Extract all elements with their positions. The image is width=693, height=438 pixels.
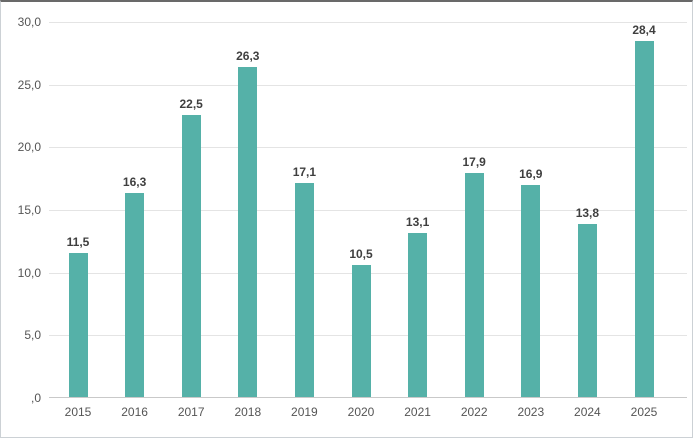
bar xyxy=(68,252,88,397)
bar xyxy=(634,41,654,397)
gridline xyxy=(49,210,687,211)
bar-value-label: 13,8 xyxy=(575,206,600,221)
bar-value-label: 17,9 xyxy=(462,154,486,169)
bar-value-label: 16,3 xyxy=(122,174,147,189)
x-axis-tick-label: 2017 xyxy=(177,405,205,419)
bar-value-label: 26,3 xyxy=(236,49,260,64)
bar-value-label: 13,1 xyxy=(405,214,430,229)
bar-value-label: 22,5 xyxy=(179,97,203,111)
y-axis-tick-label: 20,0 xyxy=(17,140,41,155)
gridline xyxy=(49,22,687,23)
x-axis-tick-label: 2021 xyxy=(404,405,431,419)
x-axis-tick-label: 2025 xyxy=(630,405,658,419)
plot-area: 11,5 16,3 22,5 26,3 17,1 10,5 13,1 17,9 16,9 13,8… xyxy=(49,22,687,398)
x-axis-tick-label: 2019 xyxy=(291,405,318,419)
y-axis-tick-label: 15,0 xyxy=(17,203,41,217)
bar xyxy=(125,192,145,397)
x-axis-tick-label: 2016 xyxy=(121,405,148,419)
bar xyxy=(238,67,258,397)
bar xyxy=(181,115,201,397)
bar-value-label: 10,5 xyxy=(349,247,373,262)
bar xyxy=(577,224,597,397)
x-axis-tick-label: 2018 xyxy=(234,405,262,419)
x-axis-tick-label: 2023 xyxy=(517,405,545,419)
bar xyxy=(294,182,314,397)
bar-value-label: 28,4 xyxy=(632,23,656,38)
y-axis-tick-label: ,0 xyxy=(30,391,41,405)
bar xyxy=(408,232,428,397)
bar-value-label: 11,5 xyxy=(66,234,90,249)
gridline xyxy=(49,84,687,86)
y-axis-tick-label: 10,0 xyxy=(17,265,41,280)
x-axis-tick-label: 2022 xyxy=(460,405,488,419)
bar xyxy=(521,185,541,397)
bar-value-label: 17,1 xyxy=(292,164,317,179)
gridline xyxy=(49,147,687,149)
x-axis-tick-label: 2020 xyxy=(347,405,375,419)
x-axis-tick-label: 2024 xyxy=(574,405,601,419)
y-axis-tick-label: 30,0 xyxy=(17,15,41,29)
y-axis-tick-label: 5,0 xyxy=(24,328,41,343)
x-axis-tick-label: 2015 xyxy=(64,405,92,419)
x-axis-line xyxy=(49,397,687,398)
bar xyxy=(351,265,371,397)
y-axis-tick-label: 25,0 xyxy=(17,77,41,92)
bar-value-label: 16,9 xyxy=(519,167,543,182)
bar xyxy=(464,172,484,397)
